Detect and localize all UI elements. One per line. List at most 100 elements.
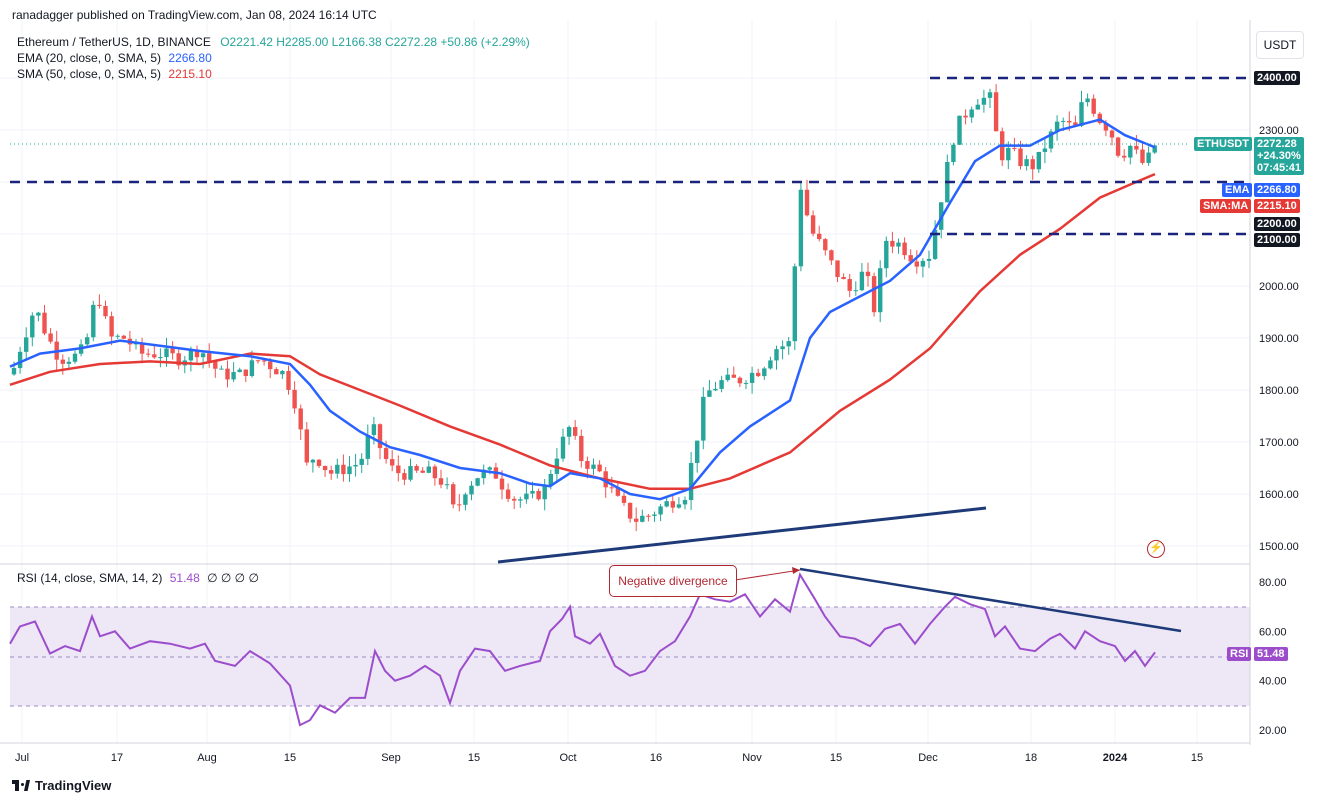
- candle-body: [1048, 131, 1054, 149]
- candle-body: [1054, 121, 1060, 132]
- candle-body: [560, 436, 566, 459]
- candle-body: [335, 464, 340, 474]
- candle-body: [737, 377, 743, 384]
- ema-legend-value: 2266.80: [168, 51, 212, 65]
- time-tick-label: Aug: [197, 752, 217, 764]
- time-tick-label: 15: [284, 752, 296, 764]
- candle-body: [859, 271, 865, 291]
- candle-body: [359, 458, 364, 465]
- time-tick-label: 16: [650, 752, 662, 764]
- candle-body: [207, 353, 212, 361]
- candle-body: [713, 388, 718, 391]
- rsi-name-tag: RSI: [1227, 647, 1252, 661]
- candle-body: [676, 504, 682, 508]
- candle-body: [298, 408, 303, 430]
- candle-body: [17, 351, 23, 369]
- candle-body: [1085, 98, 1090, 103]
- candle-body: [286, 370, 291, 390]
- candle-body: [219, 368, 224, 370]
- sma-legend[interactable]: SMA (50, close, 0, SMA, 5) 2215.10: [17, 66, 212, 82]
- candle-body: [329, 470, 334, 474]
- candle-body: [499, 478, 505, 490]
- candle-body: [1030, 159, 1035, 170]
- candle-body: [139, 342, 145, 354]
- candle-body: [316, 459, 322, 466]
- candle-body: [213, 360, 218, 369]
- candle-body: [457, 504, 462, 506]
- time-tick-label: Oct: [559, 752, 576, 764]
- candle-body: [115, 335, 120, 337]
- candle-body: [103, 305, 108, 317]
- candle-body: [658, 506, 663, 515]
- candle-body: [652, 514, 657, 516]
- candle-body: [146, 353, 151, 355]
- candle-body: [304, 429, 309, 463]
- candle-body: [1024, 159, 1029, 167]
- candle-body: [853, 290, 858, 292]
- candle-body: [310, 459, 316, 463]
- candle-body: [786, 341, 791, 347]
- ema-line: [9, 118, 1156, 501]
- candle-body: [469, 485, 474, 495]
- candle-body: [371, 424, 377, 435]
- candle-body: [194, 349, 200, 358]
- candle-body: [536, 490, 541, 500]
- candle-body: [609, 487, 614, 489]
- candle-body: [1091, 98, 1096, 114]
- time-tick-label: 18: [1025, 752, 1037, 764]
- candle-body: [749, 372, 755, 383]
- candle-body: [762, 368, 767, 377]
- candle-body: [414, 466, 419, 471]
- candle-body: [524, 493, 529, 500]
- ethusdt-symbol-tag: ETHUSDT: [1194, 137, 1252, 151]
- tradingview-wordmark: TradingView: [35, 778, 112, 793]
- time-tick-label: 15: [468, 752, 480, 764]
- candle-body: [292, 389, 297, 409]
- candle-body: [981, 97, 987, 105]
- rsi-legend[interactable]: RSI (14, close, SMA, 14, 2) 51.48 ∅ ∅ ∅ …: [17, 570, 259, 586]
- ohlc-values: O2221.42 H2285.00 L2166.38 C2272.28 +50.…: [220, 35, 530, 49]
- candle-body: [274, 369, 279, 375]
- candle-body: [42, 312, 47, 334]
- level-2400-tag: 2400.00: [1254, 71, 1300, 85]
- candle-body: [975, 104, 980, 110]
- candle-body: [688, 462, 694, 500]
- candle-body: [743, 382, 749, 384]
- candle-body: [585, 461, 590, 469]
- candle-body: [11, 368, 17, 375]
- candle-body: [1134, 145, 1139, 150]
- candle-body: [731, 374, 736, 378]
- candle-body: [109, 316, 114, 337]
- level-2100-tag: 2100.00: [1254, 233, 1300, 247]
- candle-body: [255, 360, 261, 362]
- time-axis: Jul 17 Aug 15 Sep 15 Oct 16 Nov 15 Dec 18 2024 15: [15, 752, 1203, 764]
- candle-body: [804, 189, 810, 216]
- candle-body: [225, 368, 230, 380]
- symbol-name[interactable]: Ethereum / TetherUS, 1D, BINANCE: [17, 35, 211, 49]
- ema-legend[interactable]: EMA (20, close, 0, SMA, 5) 2266.80: [17, 50, 212, 66]
- annotation-pointer: [734, 569, 801, 581]
- rsi-trendline: [799, 567, 1182, 633]
- candle-body: [1115, 137, 1121, 156]
- candle-body: [627, 502, 633, 519]
- candle-body: [634, 518, 639, 522]
- candle-body: [463, 494, 468, 505]
- candle-body: [261, 360, 267, 362]
- candle-body: [1012, 147, 1017, 149]
- candle-body: [268, 361, 273, 370]
- rsi-tick-label: 20.00: [1259, 725, 1287, 737]
- candle-body: [646, 515, 651, 517]
- negative-divergence-callout[interactable]: Negative divergence: [609, 565, 737, 597]
- rsi-legend-value: 51.48: [169, 571, 200, 585]
- candle-body: [841, 277, 846, 280]
- currency-button[interactable]: USDT: [1256, 31, 1304, 59]
- candle-body: [249, 360, 255, 376]
- time-tick-label: Dec: [918, 752, 938, 764]
- sma-legend-label: SMA (50, close, 0, SMA, 5): [17, 67, 162, 81]
- price-tick-label: 1900.00: [1259, 333, 1299, 345]
- lightning-icon[interactable]: ⚡: [1147, 540, 1165, 558]
- tradingview-footer[interactable]: TradingView: [12, 778, 111, 793]
- ema-price-tag: 2266.80: [1254, 183, 1300, 197]
- rsi-tick-label: 80.00: [1259, 577, 1287, 589]
